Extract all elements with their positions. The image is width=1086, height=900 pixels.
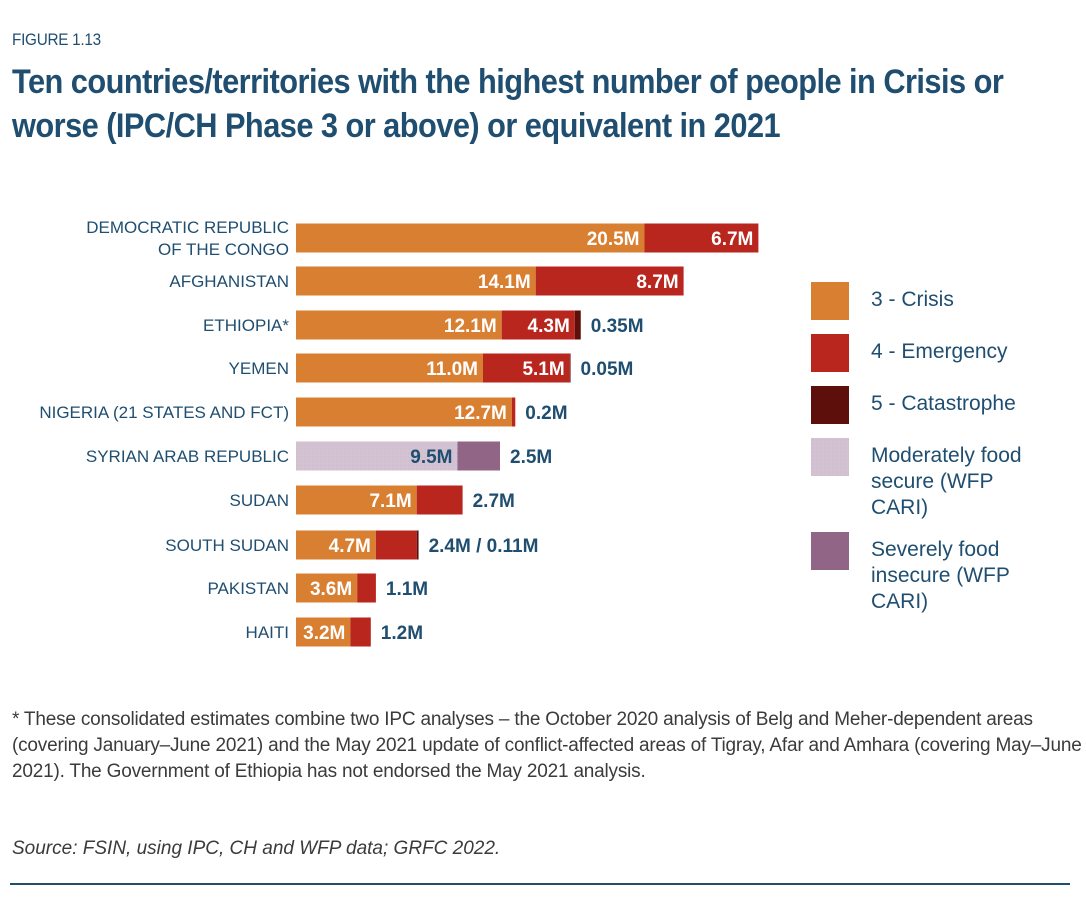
data-label: 1.1M xyxy=(386,579,428,600)
bar-segment-catastrophe xyxy=(416,530,419,560)
data-label: 4.7M xyxy=(329,536,371,557)
category-label: SOUTH SUDAN xyxy=(165,536,289,555)
category-label: DEMOCRATIC REPUBLIC xyxy=(86,218,289,237)
data-label: 2.4M / 0.11M xyxy=(429,536,539,557)
data-label: 8.7M xyxy=(636,272,678,293)
legend-swatch xyxy=(811,386,849,424)
data-label: 1.2M xyxy=(381,623,423,644)
data-label: 20.5M xyxy=(587,229,640,250)
data-label: 0.2M xyxy=(525,403,567,424)
data-label: 0.35M xyxy=(591,316,644,337)
bar-segment-emergency xyxy=(501,310,575,340)
legend-item-crisis: 3 - Crisis xyxy=(811,282,954,320)
category-label: NIGERIA (21 STATES AND FCT) xyxy=(39,403,289,422)
legend-item-catastrophe: 5 - Catastrophe xyxy=(811,386,1016,424)
figure-label: FIGURE 1.13 xyxy=(12,30,101,49)
bar-segment-severe xyxy=(457,441,500,471)
bar-segment-crisis xyxy=(296,353,483,383)
legend-swatch xyxy=(811,532,849,570)
data-label: 12.7M xyxy=(454,403,507,424)
bar-segment-emergency xyxy=(350,617,371,647)
legend-item-moderate: Moderately food secure (WFP CARI) xyxy=(811,438,1022,521)
category-label: OF THE CONGO xyxy=(158,240,289,259)
category-label: SUDAN xyxy=(229,491,289,510)
source-note: Source: FSIN, using IPC, CH and WFP data… xyxy=(12,838,501,859)
data-label: 12.1M xyxy=(444,316,497,337)
legend-label: Moderately food secure (WFP CARI) xyxy=(871,444,1022,519)
bar-segment-crisis xyxy=(296,617,351,647)
data-label: 2.7M xyxy=(473,491,515,512)
category-label: AFGHANISTAN xyxy=(169,272,289,291)
category-label: HAITI xyxy=(246,623,289,642)
bar-segment-catastrophe xyxy=(574,310,581,340)
category-label: ETHIOPIA* xyxy=(203,316,289,335)
bar-segment-moderate xyxy=(296,441,458,471)
legend-label: 5 - Catastrophe xyxy=(871,392,1016,415)
data-label: 6.7M xyxy=(711,229,753,250)
data-label: 3.6M xyxy=(310,579,352,600)
bar-segment-catastrophe xyxy=(569,353,571,383)
data-label: 0.05M xyxy=(581,359,634,380)
bar-segment-crisis xyxy=(296,397,512,427)
bar-segment-emergency xyxy=(535,266,684,296)
bar-segment-emergency xyxy=(416,485,463,515)
bar-segment-crisis xyxy=(296,573,358,603)
legend-item-severe: Severely food insecure (WFP CARI) xyxy=(811,532,1010,615)
data-label: 7.1M xyxy=(369,491,411,512)
bar-segment-emergency xyxy=(511,397,516,427)
category-label: SYRIAN ARAB REPUBLIC xyxy=(86,447,289,466)
bar-chart: DEMOCRATIC REPUBLIC OF THE CONGO 20.5M 6.7M… xyxy=(39,218,759,647)
data-label: 4.3M xyxy=(528,316,570,337)
category-label: PAKISTAN xyxy=(207,579,289,598)
bar-segment-crisis xyxy=(296,266,536,296)
footnote: * These consolidated estimates combine t… xyxy=(12,709,1082,782)
legend-swatch xyxy=(811,438,849,476)
bar-segment-crisis xyxy=(296,485,417,515)
data-label: 5.1M xyxy=(522,359,564,380)
data-label: 14.1M xyxy=(478,272,531,293)
bar-segment-crisis xyxy=(296,223,645,253)
legend-swatch xyxy=(811,282,849,320)
legend-item-emergency: 4 - Emergency xyxy=(811,334,1008,372)
data-label: 9.5M xyxy=(410,447,452,468)
legend-swatch xyxy=(811,334,849,372)
bar-segment-emergency xyxy=(644,223,759,253)
category-label: YEMEN xyxy=(229,359,289,378)
divider xyxy=(10,883,1070,885)
bar-segment-crisis xyxy=(296,310,502,340)
data-label: 11.0M xyxy=(426,359,478,380)
bar-segment-crisis xyxy=(296,530,376,560)
chart-title: Ten countries/territories with the highe… xyxy=(12,63,1004,145)
legend-label: 3 - Crisis xyxy=(871,288,954,311)
data-label: 2.5M xyxy=(510,447,552,468)
data-label: 3.2M xyxy=(303,623,345,644)
bar-segment-emergency xyxy=(375,530,417,560)
legend-label: 4 - Emergency xyxy=(871,340,1008,363)
legend-label: Severely food insecure (WFP CARI) xyxy=(871,538,1010,613)
bar-segment-emergency xyxy=(483,353,570,383)
bar-segment-emergency xyxy=(357,573,376,603)
